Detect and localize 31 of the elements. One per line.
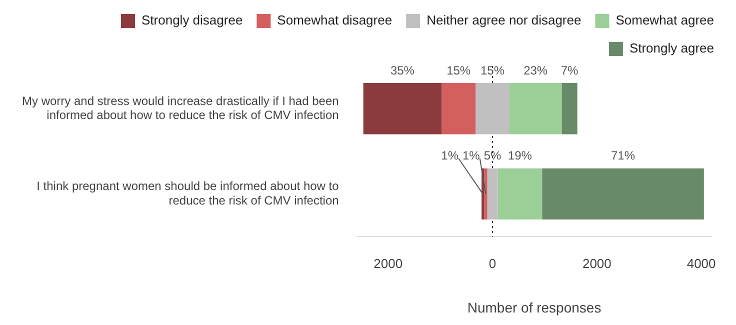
y-tick-label: I think pregnant women should be informed about how to reduce the risk of CMV infection <box>36 179 340 208</box>
legend-label: Neither agree nor disagree <box>426 12 582 28</box>
annotation: 35% <box>390 63 415 78</box>
annotation: 15% <box>480 63 505 78</box>
bar <box>498 168 542 220</box>
annotation: 5% <box>484 148 502 163</box>
legend-label: Somewhat agree <box>616 12 714 28</box>
bar <box>363 83 442 134</box>
legend-label: Strongly disagree <box>142 12 243 28</box>
y-tick-label: My worry and stress would increase drastically if I had been informed about how to reduce the risk of CMV infection <box>22 94 339 122</box>
x-tick-label: 2000 <box>582 256 612 271</box>
annotation: 71% <box>610 148 636 163</box>
annotation: 15% <box>446 63 471 78</box>
bar <box>476 83 510 134</box>
legend-label: Somewhat disagree <box>277 12 392 28</box>
annotation: 7% <box>560 63 579 78</box>
bar <box>487 168 498 220</box>
bar <box>542 168 704 220</box>
annotation: 19% <box>508 148 532 163</box>
annotation: 1% <box>441 148 459 163</box>
legend-label: Strongly agree <box>629 40 714 56</box>
annotation: 23% <box>524 63 548 78</box>
bar <box>484 168 488 220</box>
annotation: 1% <box>462 148 480 163</box>
x-axis-title: Number of responses <box>467 299 602 316</box>
x-tick-label: 0 <box>488 256 496 271</box>
bar <box>442 83 476 134</box>
bar <box>509 83 562 134</box>
x-tick-label: 4000 <box>686 256 716 271</box>
bar <box>562 83 578 134</box>
x-tick-label: 2000 <box>374 256 403 271</box>
